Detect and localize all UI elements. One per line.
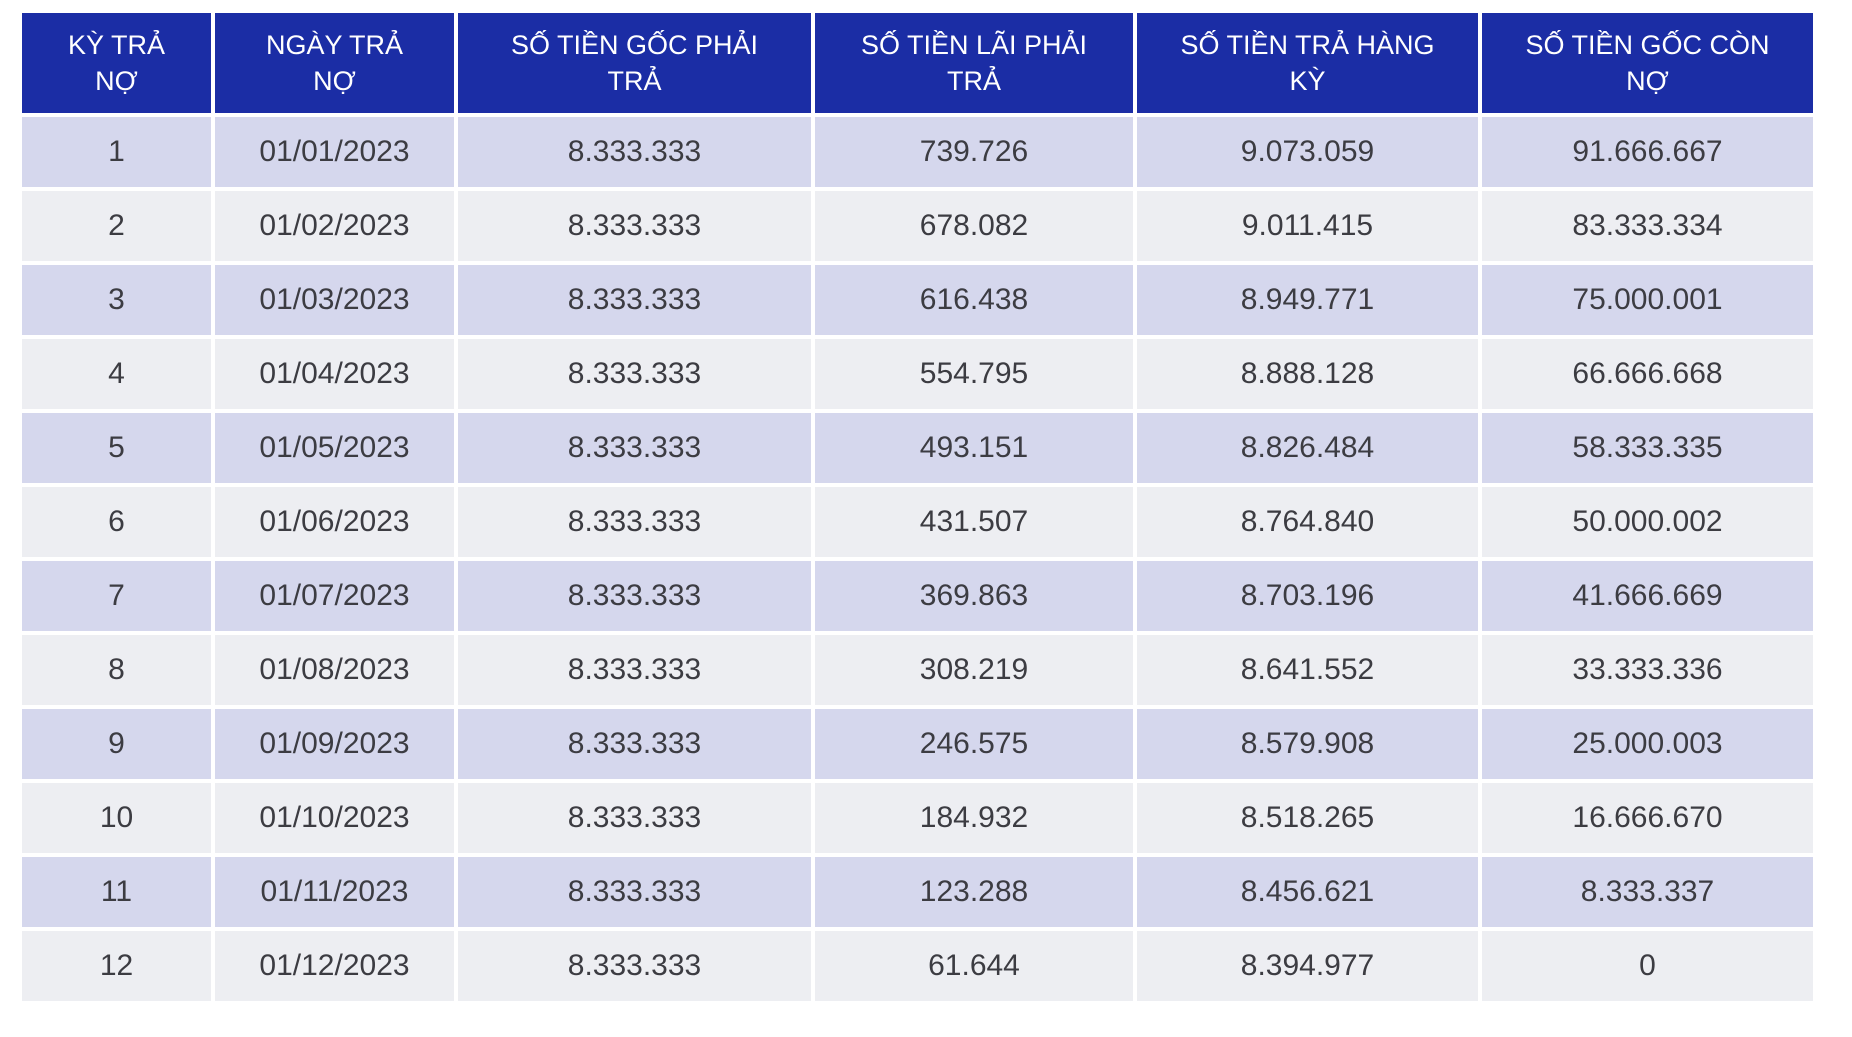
table-cell: 3 <box>18 261 215 339</box>
table-cell: 4 <box>18 335 215 413</box>
table-cell: 01/02/2023 <box>211 187 458 265</box>
table-cell: 58.333.335 <box>1478 409 1817 487</box>
column-header-5: SỐ TIỀN TRẢ HÀNG KỲ <box>1133 9 1482 117</box>
column-header-6: SỐ TIỀN GỐC CÒN NỢ <box>1478 9 1817 117</box>
table-cell: 8.333.333 <box>454 557 815 635</box>
table-cell: 8.333.333 <box>454 631 815 709</box>
table-cell: 12 <box>18 927 215 1005</box>
table-cell: 8.333.333 <box>454 853 815 931</box>
table-cell: 6 <box>18 483 215 561</box>
table-cell: 9.073.059 <box>1133 113 1482 191</box>
table-cell: 01/12/2023 <box>211 927 458 1005</box>
table-cell: 616.438 <box>811 261 1137 339</box>
table-cell: 8.394.977 <box>1133 927 1482 1005</box>
table-row: 10 01/10/2023 8.333.333 184.932 8.518.265 16.… <box>18 779 1817 857</box>
table-cell: 01/01/2023 <box>211 113 458 191</box>
table-cell: 246.575 <box>811 705 1137 783</box>
table-row: 11 01/11/2023 8.333.333 123.288 8.456.621 8.3… <box>18 853 1817 931</box>
column-header-1: KỲ TRẢ NỢ <box>18 9 215 117</box>
table-cell: 01/07/2023 <box>211 557 458 635</box>
table-cell: 554.795 <box>811 335 1137 413</box>
amortization-table-container: KỲ TRẢ NỢ NGÀY TRẢ NỢ SỐ TIỀN GỐC PHẢI TRẢ… <box>18 9 1817 1005</box>
table-cell: 25.000.003 <box>1478 705 1817 783</box>
table-cell: 8.333.333 <box>454 483 815 561</box>
table-cell: 91.666.667 <box>1478 113 1817 191</box>
table-cell: 83.333.334 <box>1478 187 1817 265</box>
table-cell: 8.579.908 <box>1133 705 1482 783</box>
table-cell: 9.011.415 <box>1133 187 1482 265</box>
table-cell: 0 <box>1478 927 1817 1005</box>
table-cell: 33.333.336 <box>1478 631 1817 709</box>
table-cell: 8.333.333 <box>454 409 815 487</box>
table-cell: 01/06/2023 <box>211 483 458 561</box>
table-cell: 66.666.668 <box>1478 335 1817 413</box>
table-cell: 01/08/2023 <box>211 631 458 709</box>
table-cell: 01/05/2023 <box>211 409 458 487</box>
table-cell: 8.888.128 <box>1133 335 1482 413</box>
table-cell: 10 <box>18 779 215 857</box>
table-cell: 01/03/2023 <box>211 261 458 339</box>
table-cell: 01/09/2023 <box>211 705 458 783</box>
table-row: 3 01/03/2023 8.333.333 616.438 8.949.771 75.0… <box>18 261 1817 339</box>
table-cell: 678.082 <box>811 187 1137 265</box>
column-header-2: NGÀY TRẢ NỢ <box>211 9 458 117</box>
table-row: 1 01/01/2023 8.333.333 739.726 9.073.059 91.6… <box>18 113 1817 191</box>
table-cell: 01/04/2023 <box>211 335 458 413</box>
table-cell: 50.000.002 <box>1478 483 1817 561</box>
column-header-3: SỐ TIỀN GỐC PHẢI TRẢ <box>454 9 815 117</box>
table-row: 2 01/02/2023 8.333.333 678.082 9.011.415 83.3… <box>18 187 1817 265</box>
table-cell: 369.863 <box>811 557 1137 635</box>
table-cell: 308.219 <box>811 631 1137 709</box>
column-header-4: SỐ TIỀN LÃI PHẢI TRẢ <box>811 9 1137 117</box>
table-cell: 123.288 <box>811 853 1137 931</box>
table-cell: 8.764.840 <box>1133 483 1482 561</box>
table-cell: 8.641.552 <box>1133 631 1482 709</box>
table-cell: 493.151 <box>811 409 1137 487</box>
table-row: 9 01/09/2023 8.333.333 246.575 8.579.908 25.0… <box>18 705 1817 783</box>
table-cell: 184.932 <box>811 779 1137 857</box>
table-cell: 8 <box>18 631 215 709</box>
table-cell: 5 <box>18 409 215 487</box>
table-cell: 739.726 <box>811 113 1137 191</box>
table-cell: 8.949.771 <box>1133 261 1482 339</box>
table-cell: 41.666.669 <box>1478 557 1817 635</box>
table-cell: 01/10/2023 <box>211 779 458 857</box>
table-cell: 16.666.670 <box>1478 779 1817 857</box>
table-cell: 01/11/2023 <box>211 853 458 931</box>
table-cell: 2 <box>18 187 215 265</box>
header-row: KỲ TRẢ NỢ NGÀY TRẢ NỢ SỐ TIỀN GỐC PHẢI TRẢ… <box>18 9 1817 117</box>
table-cell: 8.333.333 <box>454 113 815 191</box>
table-cell: 8.333.333 <box>454 261 815 339</box>
table-cell: 431.507 <box>811 483 1137 561</box>
table-body: 1 01/01/2023 8.333.333 739.726 9.073.059 91.6… <box>18 113 1817 1005</box>
table-row: 12 01/12/2023 8.333.333 61.644 8.394.977 0 <box>18 927 1817 1005</box>
table-cell: 7 <box>18 557 215 635</box>
table-cell: 8.333.333 <box>454 927 815 1005</box>
table-row: 8 01/08/2023 8.333.333 308.219 8.641.552 33.3… <box>18 631 1817 709</box>
table-row: 6 01/06/2023 8.333.333 431.507 8.764.840 50.0… <box>18 483 1817 561</box>
table-cell: 75.000.001 <box>1478 261 1817 339</box>
table-cell: 8.456.621 <box>1133 853 1482 931</box>
table-cell: 8.333.333 <box>454 705 815 783</box>
table-row: 4 01/04/2023 8.333.333 554.795 8.888.128 66.6… <box>18 335 1817 413</box>
table-cell: 8.333.333 <box>454 335 815 413</box>
table-cell: 61.644 <box>811 927 1137 1005</box>
table-cell: 8.826.484 <box>1133 409 1482 487</box>
table-cell: 9 <box>18 705 215 783</box>
table-row: 5 01/05/2023 8.333.333 493.151 8.826.484 58.3… <box>18 409 1817 487</box>
table-cell: 1 <box>18 113 215 191</box>
table-cell: 8.703.196 <box>1133 557 1482 635</box>
table-cell: 8.333.333 <box>454 187 815 265</box>
table-row: 7 01/07/2023 8.333.333 369.863 8.703.196 41.6… <box>18 557 1817 635</box>
table-cell: 8.333.337 <box>1478 853 1817 931</box>
loan-amortization-table: KỲ TRẢ NỢ NGÀY TRẢ NỢ SỐ TIỀN GỐC PHẢI TRẢ… <box>18 9 1817 1005</box>
table-cell: 8.518.265 <box>1133 779 1482 857</box>
table-cell: 8.333.333 <box>454 779 815 857</box>
table-cell: 11 <box>18 853 215 931</box>
